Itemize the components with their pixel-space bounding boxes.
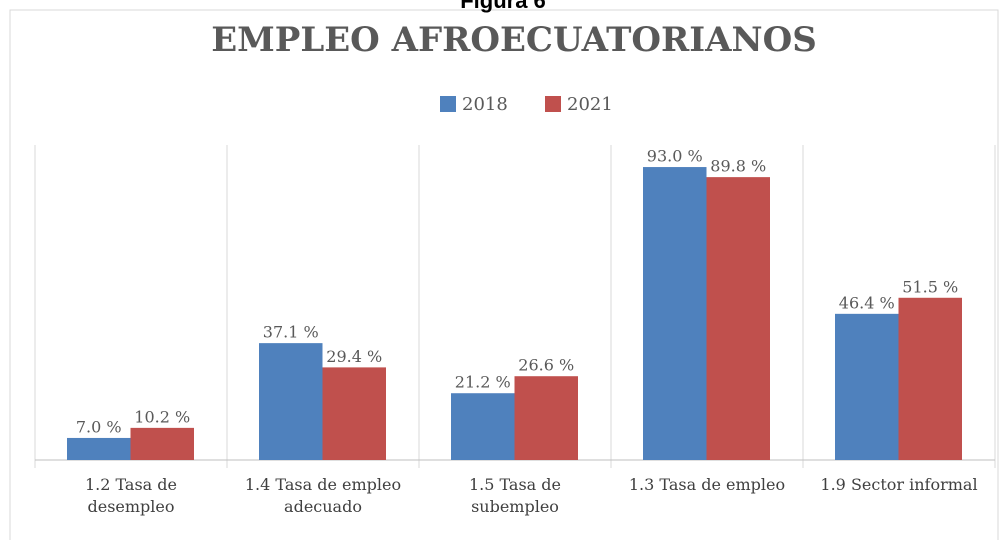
x-tick-label: 1.5 Tasa de subempleo: [468, 475, 562, 516]
x-tick-label: 1.3 Tasa de empleo: [628, 475, 786, 494]
x-tick-label: 1.9 Sector informal: [820, 475, 978, 494]
data-label: 51.5 %: [902, 277, 958, 296]
bar: [643, 167, 707, 461]
data-label: 21.2 %: [455, 373, 511, 392]
bar: [835, 313, 899, 460]
bar: [451, 393, 515, 460]
data-label: 7.0 %: [76, 417, 122, 436]
bar: [706, 177, 770, 460]
legend-label: 2018: [462, 94, 508, 115]
data-label: 93.0 %: [647, 147, 703, 166]
figure-label: Figura 6: [460, 0, 546, 13]
x-tick-label: 1.2 Tasa de desempleo: [84, 475, 178, 516]
bar: [259, 343, 323, 460]
legend-swatch: [440, 96, 456, 112]
data-label: 10.2 %: [134, 407, 190, 426]
legend-swatch: [545, 96, 561, 112]
bar: [322, 367, 386, 460]
bar: [898, 297, 962, 460]
bar: [67, 437, 131, 460]
bar: [514, 376, 578, 460]
data-label: 26.6 %: [518, 356, 574, 375]
bar: [130, 427, 194, 460]
chart-title: EMPLEO AFROECUATORIANOS: [211, 20, 817, 60]
data-label: 29.4 %: [326, 347, 382, 366]
data-label: 89.8 %: [710, 157, 766, 176]
data-label: 37.1 %: [263, 323, 319, 342]
data-label: 46.4 %: [839, 293, 895, 312]
legend-label: 2021: [567, 94, 613, 115]
x-tick-label: 1.4 Tasa de empleo adecuado: [244, 475, 402, 516]
